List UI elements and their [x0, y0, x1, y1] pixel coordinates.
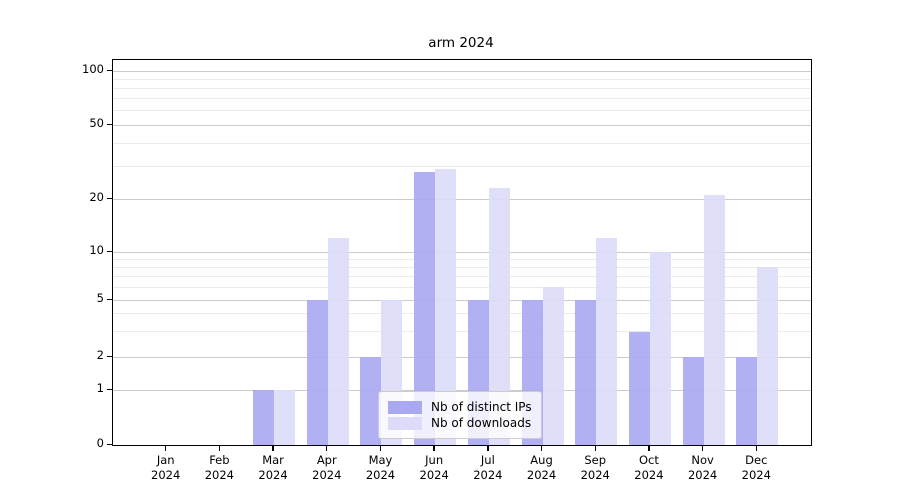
bar-ips-may [360, 357, 382, 445]
gridline-minor-40 [113, 142, 811, 144]
bar-downloads-aug [542, 287, 564, 445]
legend-swatch-distinct-ips [388, 400, 422, 414]
bar-downloads-dec [757, 267, 779, 445]
xtick-mark-jan [164, 446, 167, 451]
xtick-label-apr: Apr 2024 [312, 453, 342, 482]
legend-label-downloads: Nb of downloads [431, 416, 532, 430]
ytick-label-20: 20 [89, 190, 104, 204]
bar-downloads-jun [435, 169, 457, 445]
xtick-label-may: May 2024 [365, 453, 396, 482]
gridline-minor-90 [113, 78, 811, 80]
ytick-mark-2 [107, 355, 112, 357]
xtick-mark-may [379, 446, 382, 451]
xtick-label-aug: Aug 2024 [526, 453, 557, 482]
xtick-label-jul: Jul 2024 [473, 453, 503, 482]
ytick-label-5: 5 [96, 291, 104, 305]
xtick-label-nov: Nov 2024 [687, 453, 718, 482]
ytick-label-50: 50 [89, 116, 104, 130]
gridline-minor-30 [113, 165, 811, 167]
gridline-minor-70 [113, 98, 811, 100]
xtick-label-jan: Jan 2024 [151, 453, 181, 482]
legend: Nb of distinct IPs Nb of downloads [378, 391, 542, 439]
chart-title: arm 2024 [428, 35, 494, 51]
gridline-1 [113, 389, 811, 391]
bar-downloads-mar [274, 390, 296, 445]
ytick-label-100: 100 [82, 62, 104, 76]
bar-downloads-nov [703, 195, 725, 445]
gridline-20 [113, 198, 811, 200]
gridline-minor-3 [113, 331, 811, 333]
xtick-mark-jun [433, 446, 435, 451]
legend-item-downloads: Nb of downloads [388, 416, 532, 430]
ytick-label-10: 10 [89, 243, 104, 257]
bar-ips-apr [306, 300, 328, 445]
gridline-5 [113, 299, 811, 301]
xtick-label-mar: Mar 2024 [258, 453, 288, 482]
gridline-minor-8 [113, 266, 811, 268]
ytick-label-0: 0 [96, 436, 104, 450]
gridline-minor-6 [113, 286, 811, 288]
bar-downloads-sep [596, 238, 618, 445]
xtick-label-feb: Feb 2024 [204, 453, 235, 482]
xtick-label-jun: Jun 2024 [419, 453, 449, 482]
xtick-mark-sep [594, 446, 596, 451]
bar-ips-oct [628, 331, 650, 445]
xtick-label-sep: Sep 2024 [580, 453, 610, 482]
bar-ips-dec [736, 357, 758, 445]
ytick-label-1: 1 [96, 381, 104, 395]
xtick-mark-apr [326, 446, 328, 451]
bar-ips-nov [682, 357, 704, 445]
gridline-minor-80 [113, 87, 811, 89]
xtick-mark-feb [218, 446, 221, 451]
xtick-mark-nov [701, 446, 704, 451]
gridline-minor-60 [113, 110, 811, 112]
ytick-mark-50 [107, 123, 112, 125]
xtick-mark-aug [540, 446, 543, 451]
gridline-10 [113, 251, 811, 253]
ytick-mark-5 [107, 298, 112, 300]
legend-item-distinct-ips: Nb of distinct IPs [388, 400, 532, 414]
bar-ips-jun [414, 171, 436, 445]
bar-ips-sep [575, 300, 597, 445]
ytick-mark-20 [107, 197, 112, 199]
plot-area [112, 59, 812, 446]
ytick-mark-0 [107, 443, 112, 445]
ytick-mark-100 [107, 69, 112, 71]
xtick-mark-oct [648, 446, 650, 451]
gridline-2 [113, 356, 811, 358]
bar-downloads-jul [488, 187, 510, 445]
gridline-minor-4 [113, 313, 811, 315]
ytick-label-2: 2 [96, 348, 104, 362]
xtick-mark-jul [487, 446, 489, 451]
gridline-minor-9 [113, 258, 811, 260]
bar-downloads-oct [649, 252, 671, 445]
ytick-mark-1 [107, 388, 112, 390]
legend-swatch-downloads [388, 416, 422, 430]
ytick-mark-10 [107, 250, 112, 252]
bar-ips-mar [253, 390, 275, 445]
gridline-minor-7 [113, 276, 811, 278]
bar-downloads-apr [327, 238, 349, 445]
gridline-100 [113, 70, 811, 72]
xtick-label-oct: Oct 2024 [634, 453, 664, 482]
xtick-mark-mar [272, 446, 274, 451]
gridline-50 [113, 124, 811, 126]
xtick-mark-dec [755, 446, 757, 451]
legend-label-distinct-ips: Nb of distinct IPs [431, 400, 532, 414]
xtick-label-dec: Dec 2024 [741, 453, 771, 482]
